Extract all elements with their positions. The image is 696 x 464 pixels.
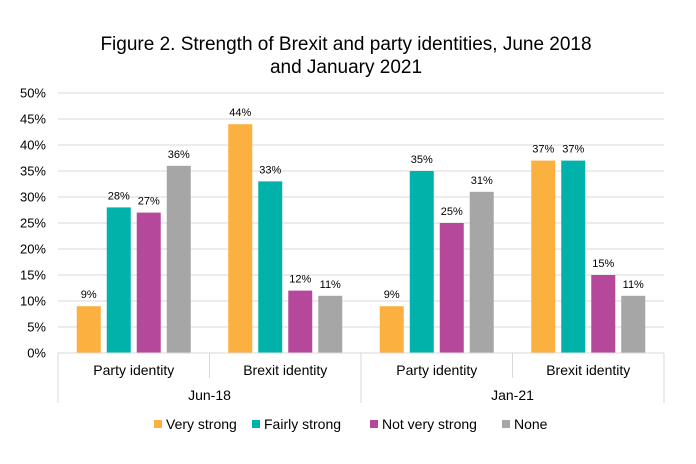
chart-title-line-1: Figure 2. Strength of Brexit and party i… <box>100 34 591 55</box>
data-label: 44% <box>229 107 251 119</box>
data-label: 35% <box>411 154 433 166</box>
bar-very-strong <box>379 306 404 353</box>
bar-not-very-strong <box>136 212 161 353</box>
y-axis-ticks: 0% 5% 10% 15% 20% 25% 30% 35% 40% 45% 50% <box>20 86 46 361</box>
x-category-label: Party identity <box>396 362 477 378</box>
bar-none <box>318 295 343 353</box>
legend-swatch <box>252 420 260 428</box>
bar-very-strong <box>228 124 253 353</box>
y-tick-label: 50% <box>20 86 46 101</box>
x-category-label: Brexit identity <box>243 362 327 378</box>
legend: Very strong Fairly strong Not very strong N… <box>154 416 548 432</box>
data-label: 11% <box>320 279 341 291</box>
bar-very-strong <box>531 160 556 353</box>
x-axis: Party identity Brexit identity Party ident… <box>57 352 665 403</box>
bar-none <box>621 295 646 353</box>
y-tick-label: 15% <box>20 268 46 283</box>
data-label: 28% <box>108 190 130 202</box>
y-tick-label: 0% <box>27 346 46 361</box>
data-label: 33% <box>259 164 281 176</box>
y-tick-label: 5% <box>27 320 46 335</box>
y-tick-label: 25% <box>20 216 46 231</box>
data-label: 27% <box>138 196 160 208</box>
x-group-label: Jun-18 <box>188 387 231 403</box>
y-tick-label: 35% <box>20 164 46 179</box>
legend-swatch <box>502 420 510 428</box>
data-label: 15% <box>592 258 614 270</box>
bar-none <box>469 191 494 353</box>
legend-label: Very strong <box>166 416 237 432</box>
x-category-label: Party identity <box>93 362 174 378</box>
bar-fairly-strong <box>561 160 586 353</box>
legend-label: None <box>514 416 548 432</box>
data-label: 11% <box>623 279 644 291</box>
data-labels: 9% 44% 9% 37% 28% 33% 35% 37% 27% 12% 25% 15% 36% 11%… <box>81 107 644 301</box>
data-label: 25% <box>441 206 463 218</box>
bar-not-very-strong <box>288 290 313 353</box>
y-tick-label: 10% <box>20 294 46 309</box>
data-label: 31% <box>471 175 493 187</box>
data-label: 9% <box>81 289 97 301</box>
legend-swatch <box>154 420 162 428</box>
data-label: 9% <box>384 289 400 301</box>
chart-title-line-2: and January 2021 <box>270 57 422 78</box>
y-tick-label: 20% <box>20 242 46 257</box>
data-label: 12% <box>289 274 311 286</box>
y-tick-label: 45% <box>20 112 46 127</box>
x-category-label: Brexit identity <box>546 362 630 378</box>
legend-label: Not very strong <box>382 416 477 432</box>
legend-label: Fairly strong <box>264 416 341 432</box>
y-tick-label: 30% <box>20 190 46 205</box>
data-label: 37% <box>532 144 554 156</box>
data-label: 36% <box>168 149 190 161</box>
bar-fairly-strong <box>106 207 131 353</box>
bar-not-very-strong <box>591 275 616 353</box>
bar-not-very-strong <box>439 223 464 353</box>
bars <box>76 124 646 353</box>
data-label: 37% <box>562 144 584 156</box>
bar-fairly-strong <box>409 171 434 353</box>
legend-swatch <box>370 420 378 428</box>
y-tick-label: 40% <box>20 138 46 153</box>
bar-very-strong <box>76 306 101 353</box>
x-group-label: Jan-21 <box>491 387 534 403</box>
bar-none <box>166 165 191 353</box>
bar-fairly-strong <box>258 181 283 353</box>
